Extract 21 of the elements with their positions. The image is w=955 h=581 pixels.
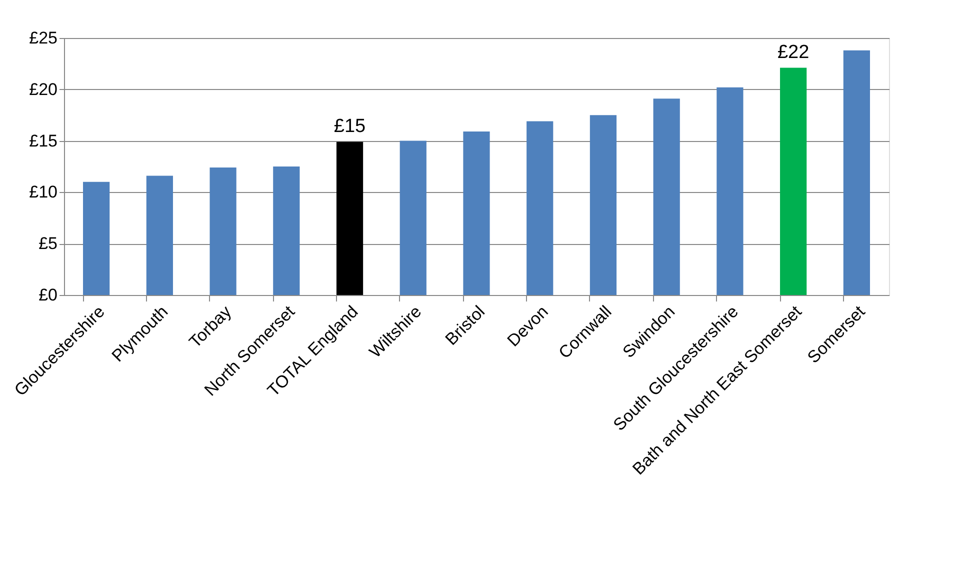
bar: [843, 50, 870, 295]
y-tick-label: £0: [38, 286, 58, 304]
bar: [653, 98, 680, 295]
bar: [146, 176, 173, 295]
y-tick-label: £5: [38, 234, 58, 254]
bar: [273, 166, 300, 295]
bar: [526, 121, 554, 295]
bar: [400, 140, 426, 295]
data-label: £15: [334, 116, 366, 137]
bar: [716, 87, 744, 295]
bar: [336, 142, 364, 295]
data-label: £22: [777, 42, 810, 63]
y-tick-label: £15: [29, 131, 58, 150]
bar: [210, 168, 236, 295]
bar: [590, 115, 617, 295]
bar: [83, 182, 110, 295]
y-tick-label: £20: [29, 80, 58, 99]
bar: [463, 132, 490, 295]
bar: [780, 68, 807, 295]
y-tick-label: £25: [29, 28, 58, 48]
y-tick-label: £10: [29, 182, 58, 202]
